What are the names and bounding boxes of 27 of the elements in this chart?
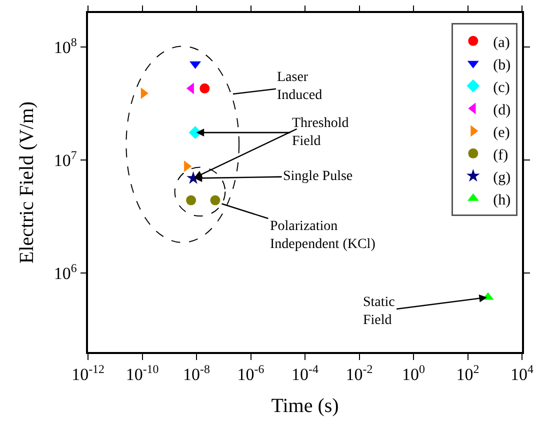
legend-label: (g) bbox=[493, 170, 511, 186]
y-tick-label: 10$^{7}$ bbox=[54, 148, 77, 170]
x-tick-label: 10$^{-4}$ bbox=[292, 362, 319, 384]
x-tick-label: 10$^{-10}$ bbox=[126, 362, 159, 384]
x-tick-label: 10$^{-12}$ bbox=[72, 362, 104, 384]
y-tick-label: 10$^{8}$ bbox=[54, 34, 77, 57]
legend-label: (b) bbox=[493, 57, 511, 74]
legend-label: (d) bbox=[493, 102, 511, 118]
x-axis-title: Time (s) bbox=[271, 395, 339, 418]
x-tick-label: 10$^{-6}$ bbox=[237, 362, 264, 384]
legend-label: (c) bbox=[493, 80, 510, 96]
annotation: Polarization Independent (KCl) bbox=[270, 219, 376, 252]
y-axis-title: Electric Field (V/m) bbox=[16, 101, 38, 264]
annotation: Laser Induced bbox=[277, 70, 322, 104]
legend-label: (a) bbox=[493, 34, 510, 51]
legend-label: (e) bbox=[493, 124, 510, 141]
annotation: Single Pulse bbox=[283, 169, 353, 184]
x-tick-label: 10$^{-2}$ bbox=[346, 362, 373, 384]
x-tick-label: 10$^{-8}$ bbox=[183, 362, 210, 384]
annotation: Static Field bbox=[363, 295, 395, 328]
x-tick-label: 10$^{4}$ bbox=[510, 362, 534, 384]
x-tick-label: 10$^{0}$ bbox=[402, 362, 426, 384]
x-tick-label: 10$^{2}$ bbox=[456, 362, 480, 384]
legend-label: (f) bbox=[493, 147, 508, 164]
legend-label: (h) bbox=[493, 192, 511, 208]
y-tick-label: 10$^{6}$ bbox=[54, 260, 77, 283]
annotation: Threshold Field bbox=[292, 116, 349, 150]
